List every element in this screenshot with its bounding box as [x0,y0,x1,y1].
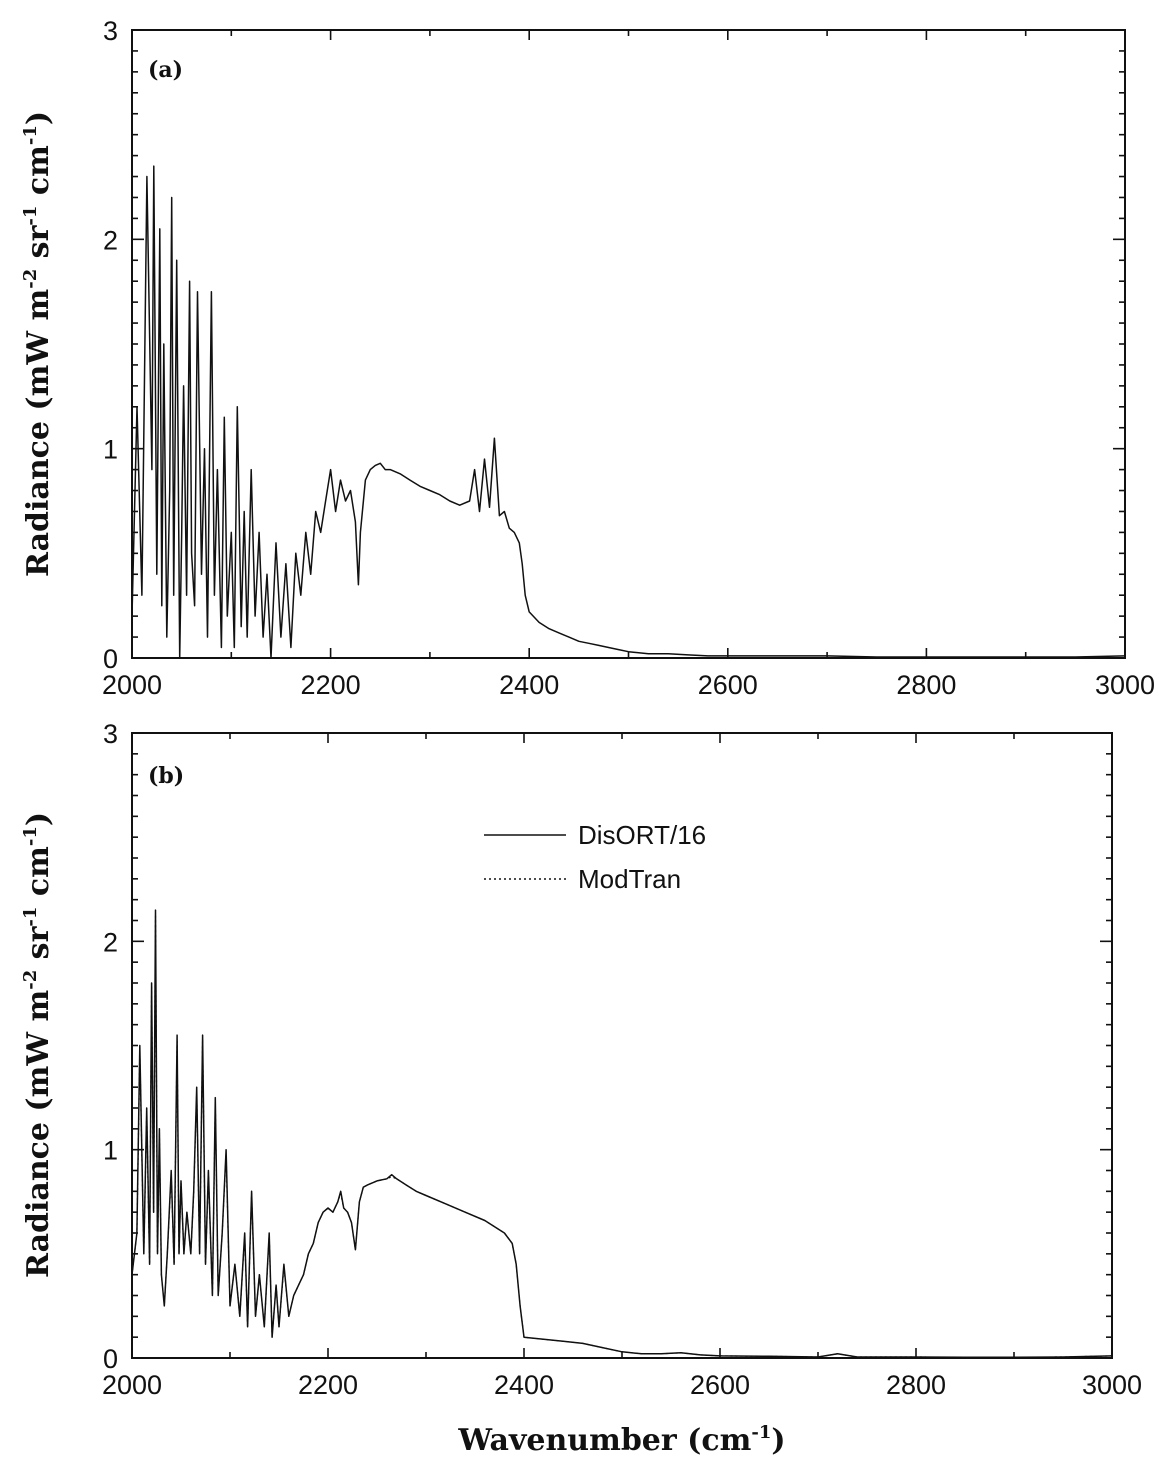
panel-b-xlabel: Wavenumber (cm-1) [457,1422,785,1458]
panel-a-xtick-label: 3000 [1095,670,1155,700]
panel-b-series-disort-16 [131,909,1113,1358]
panel-b-xtick-label: 2200 [298,1370,358,1400]
panel-a-ytick-label: 1 [103,435,118,465]
panel-b-ytick-label: 1 [103,1136,118,1166]
panel-b-series [131,909,1113,1358]
panel-a-ytick-labels: 0 1 2 3 [103,16,118,674]
panel-a-ytick-label: 0 [103,644,118,674]
panel-b-xtick-label: 2600 [690,1370,750,1400]
legend-label-disort: DisORT/16 [578,820,706,850]
panel-b-ytick-labels: 0 1 2 3 [103,719,118,1374]
panel-b-ytick-label: 0 [103,1344,118,1374]
panel-a-ylabel: Radiance (mW m-2 sr-1 cm-1) [20,111,56,577]
panel-a: 2000 2200 2400 2600 2800 3000 0 1 2 3 (a) Radian… [20,16,1155,700]
panel-b: 2000 2200 2400 2600 2800 3000 0 1 2 3 (b) Radian… [20,719,1142,1458]
panel-b-xtick-label: 2000 [102,1370,162,1400]
panel-a-label: (a) [148,57,183,83]
panel-b-xtick-label: 2800 [886,1370,946,1400]
panel-a-xtick-labels: 2000 2200 2400 2600 2800 3000 [102,670,1155,700]
panel-a-xtick-label: 2400 [499,670,559,700]
panel-a-ytick-label: 3 [103,16,118,46]
panel-a-ticks [131,29,1126,659]
panel-a-xtick-label: 2000 [102,670,162,700]
panel-a-xtick-label: 2600 [698,670,758,700]
panel-b-ylabel: Radiance (mW m-2 sr-1 cm-1) [20,812,56,1278]
panel-a-ytick-label: 2 [103,225,118,255]
panel-a-xtick-label: 2800 [896,670,956,700]
panel-b-ytick-label: 2 [103,927,118,957]
panel-a-frame [131,29,1126,659]
panel-a-series-series-0 [131,165,1126,659]
panel-a-xtick-label: 2200 [301,670,361,700]
legend: DisORT/16 ModTran [484,820,706,894]
panel-b-ytick-label: 3 [103,719,118,749]
panel-b-xtick-labels: 2000 2200 2400 2600 2800 3000 [102,1370,1142,1400]
panel-b-xtick-label: 2400 [494,1370,554,1400]
panel-b-ticks [131,732,1113,1359]
legend-label-modtran: ModTran [578,864,681,894]
panel-b-series-modtran [131,915,1113,1358]
panel-b-xtick-label: 3000 [1082,1370,1142,1400]
panel-a-series [131,165,1126,659]
panel-b-label: (b) [148,763,184,789]
